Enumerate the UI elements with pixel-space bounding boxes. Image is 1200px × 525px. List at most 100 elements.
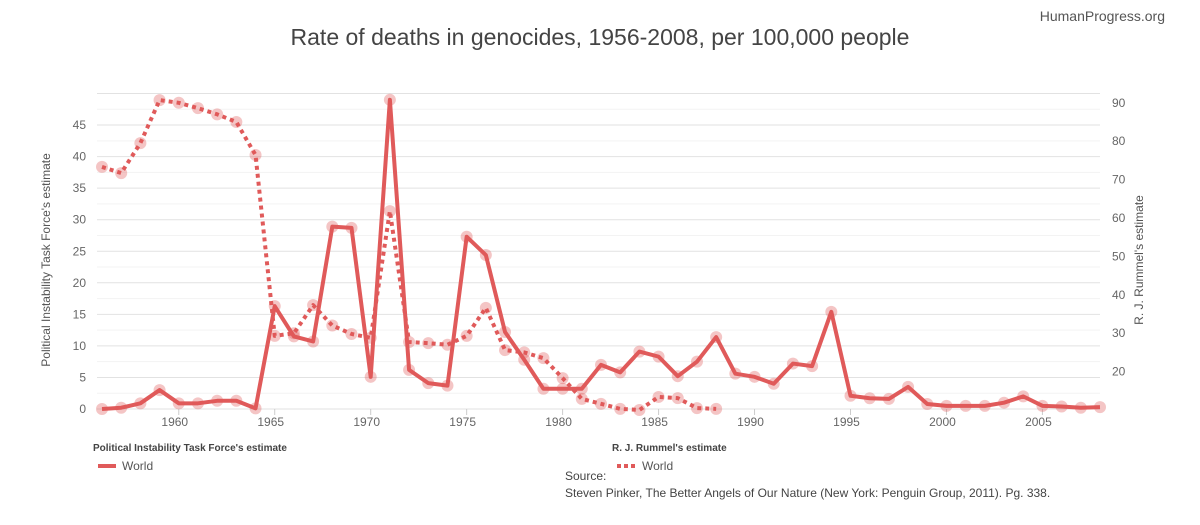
legend-item-rummel-world[interactable]: World [617,459,673,473]
y-right-tick-label: 60 [1112,211,1126,225]
data-point [575,382,588,395]
y-axis-right-label: R. J. Rummel's estimate [1132,195,1146,325]
data-point [230,116,243,128]
data-point [786,357,799,370]
x-tick-label: 1980 [545,415,572,429]
data-point [460,329,473,342]
source-label: Source: [565,469,606,483]
series-line [101,97,1101,411]
data-point [422,337,435,350]
data-point [460,230,473,243]
data-point [690,355,703,368]
data-point [1055,400,1068,413]
data-point [287,327,300,340]
data-point [172,397,185,410]
y-right-tick-label: 40 [1112,288,1126,302]
y-left-tick-label: 10 [73,339,87,353]
data-point [710,331,723,344]
y-left-tick-label: 35 [73,181,87,195]
data-point [211,108,224,121]
y-right-tick-label: 30 [1112,326,1126,340]
data-point [499,326,512,339]
data-point [479,249,492,262]
data-point [134,397,147,410]
data-point [383,93,396,106]
data-point [499,344,512,357]
y-right-tick-label: 20 [1112,365,1126,379]
data-point [671,392,684,405]
data-point [153,94,166,107]
data-point [575,392,588,405]
data-point [825,305,838,318]
data-point [134,137,147,150]
x-tick-label: 1975 [449,415,476,429]
data-point [556,382,569,395]
data-point [364,331,377,344]
data-point [115,401,128,414]
x-tick-label: 1960 [161,415,188,429]
data-point [326,220,339,233]
data-point [690,402,703,415]
data-point [441,338,454,351]
data-point [595,358,607,371]
data-point [844,389,857,402]
legend-item-pitf-world[interactable]: World [98,459,153,473]
data-point [479,301,492,314]
data-point [1094,401,1106,414]
data-point [364,370,377,383]
data-point [191,102,204,115]
data-point [96,160,108,173]
data-point [902,380,915,393]
series-rummel [96,94,723,416]
y-left-tick-label: 40 [73,150,87,164]
brand-label[interactable]: HumanProgress.org [1040,8,1165,24]
x-tick-label: 1990 [737,415,764,429]
x-tick-label: 2005 [1025,415,1052,429]
data-point [595,397,607,410]
data-point [614,366,627,379]
data-point [422,377,435,390]
data-point [556,372,569,385]
data-point [1074,401,1087,414]
data-point [249,402,262,415]
x-tick-label: 1995 [833,415,860,429]
data-point [921,397,934,410]
data-point [211,394,224,407]
data-point [191,397,204,410]
series-layer [96,93,1106,416]
data-point [307,335,320,348]
data-point [403,336,416,349]
y-right-tick-label: 80 [1112,134,1126,148]
legend: Political Instability Task Force's estim… [93,443,727,473]
data-point [518,346,531,359]
data-point [633,404,646,416]
data-point [345,221,358,234]
source-text: Steven Pinker, The Better Angels of Our … [565,486,1050,500]
data-point [307,299,320,312]
data-point [115,167,128,180]
y-axis-left: 0 5 10 15 20 25 30 35 40 45 [73,118,87,416]
data-point [863,392,876,405]
y-left-tick-label: 30 [73,213,87,227]
data-point [249,149,262,162]
data-point [806,360,819,373]
legend-group-pitf: Political Instability Task Force's estim… [93,443,287,454]
legend-group-rummel: R. J. Rummel's estimate [612,443,727,454]
y-left-tick-label: 15 [73,307,87,321]
data-point [748,370,761,383]
data-point [518,353,531,366]
data-point [537,352,550,365]
data-point [441,379,454,392]
data-point [96,403,108,415]
data-point [403,363,416,376]
series-pitf [96,93,1106,415]
data-point [671,370,684,383]
y-left-tick-label: 20 [73,276,87,290]
data-point [882,392,895,405]
data-point [345,327,358,340]
legend-label: World [122,459,153,473]
y-axis-left-label: Political Instability Task Force's estim… [39,153,53,367]
data-point [633,345,646,358]
data-point [172,96,185,109]
